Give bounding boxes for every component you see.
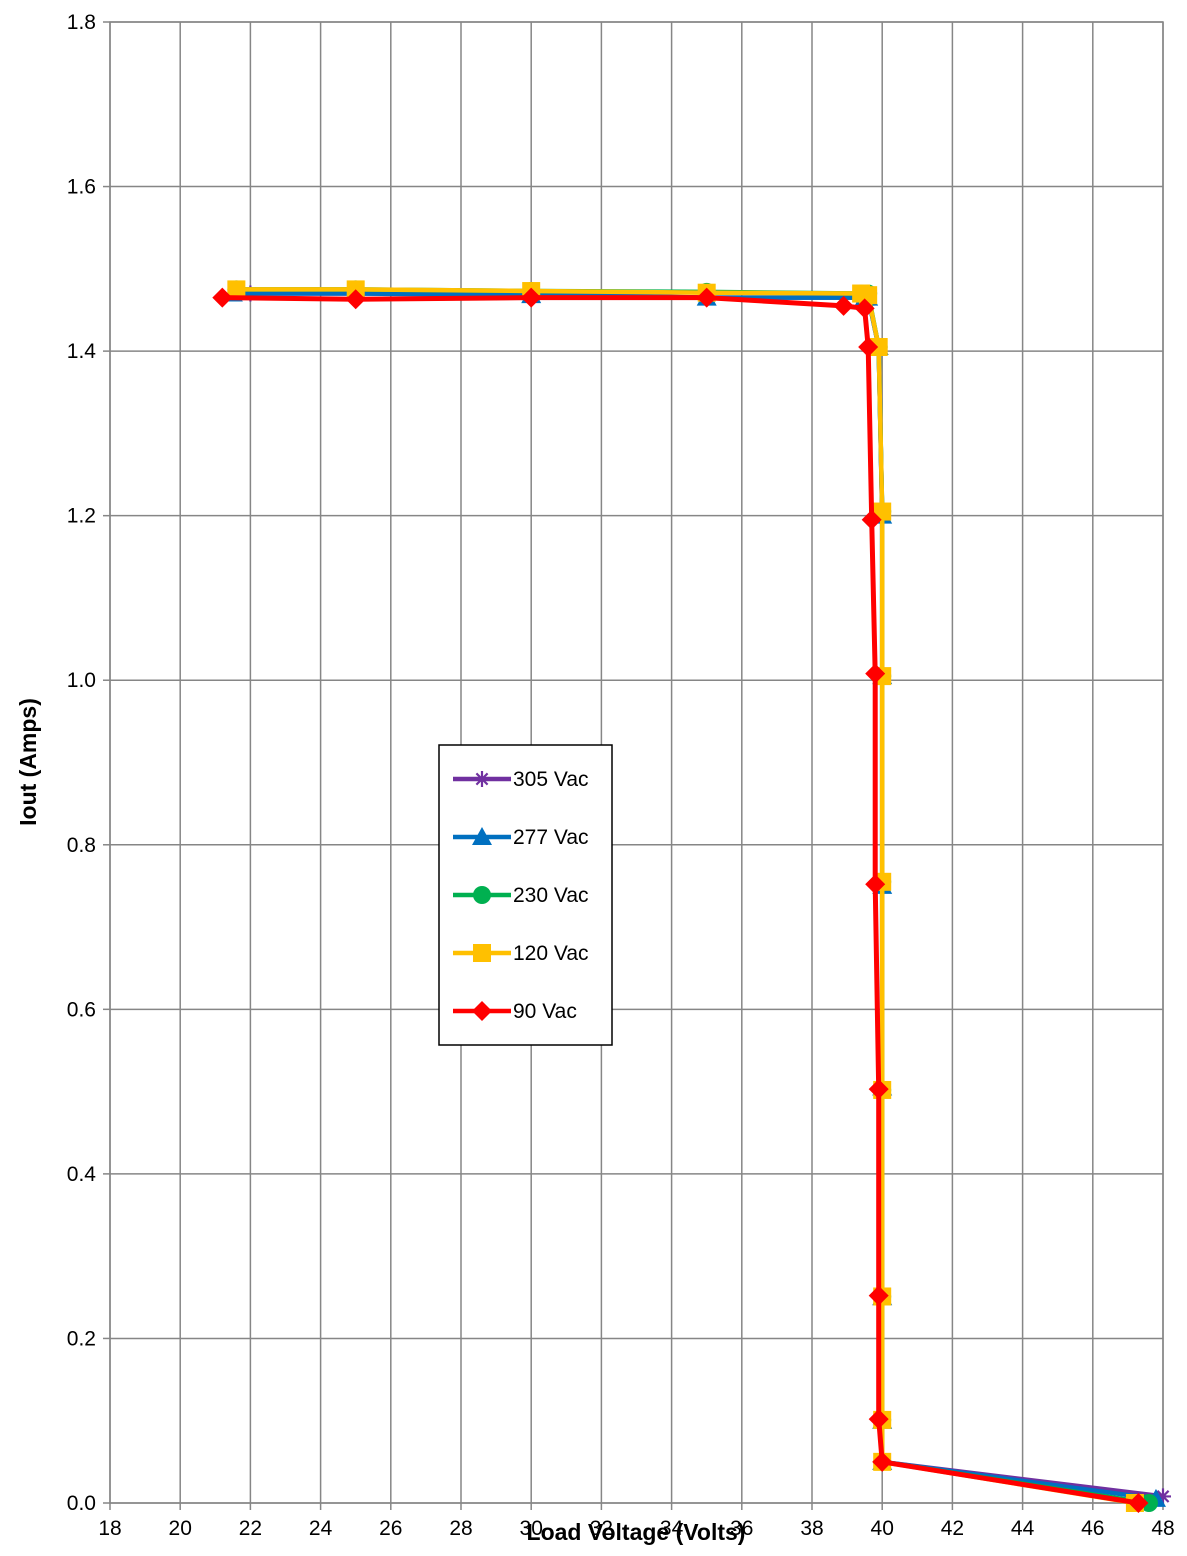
y-axis-title: Iout (Amps) [15, 698, 41, 826]
x-tick-label: 40 [871, 1517, 894, 1540]
data-point [868, 1285, 889, 1306]
legend-label: 305 Vac [513, 768, 589, 791]
y-tick-label: 1.8 [67, 11, 96, 34]
legend-item: 277 Vac [453, 826, 589, 849]
y-tick-label: 1.0 [67, 669, 96, 692]
legend-marker [472, 1001, 492, 1021]
x-tick-label: 44 [1011, 1517, 1035, 1540]
data-point [868, 1079, 889, 1100]
y-tick-label: 0.4 [67, 1163, 97, 1186]
data-point [872, 1451, 893, 1472]
data-point [1139, 1494, 1158, 1512]
x-tick-label: 34 [660, 1517, 684, 1540]
gridlines [109, 21, 1164, 1504]
x-tick-label: 42 [941, 1517, 964, 1540]
data-point [869, 337, 888, 356]
legend-label: 90 Vac [513, 1000, 577, 1023]
y-tick-label: 0.6 [67, 998, 96, 1021]
data-point [345, 289, 366, 310]
legend-marker [473, 886, 491, 904]
series-90-vac [212, 287, 1149, 1513]
x-tick-label: 28 [449, 1517, 472, 1540]
legend-item: 230 Vac [453, 884, 589, 907]
data-point [1128, 1493, 1149, 1513]
y-tick-label: 0.8 [67, 834, 96, 857]
x-tick-label: 46 [1081, 1517, 1104, 1540]
legend: 305 Vac 277 Vac 230 Vac 120 Vac 90 Vac [438, 744, 613, 1046]
y-tick-label: 0.2 [67, 1327, 96, 1350]
legend-marker [473, 944, 491, 962]
x-tick-label: 38 [800, 1517, 823, 1540]
legend-label: 230 Vac [513, 884, 589, 907]
data-point [212, 287, 233, 308]
x-tick-label: 26 [379, 1517, 402, 1540]
data-point [858, 336, 879, 357]
x-tick-label: 22 [239, 1517, 262, 1540]
legend-item: 90 Vac [453, 1000, 577, 1023]
x-tick-label: 32 [590, 1517, 613, 1540]
y-axis-ticks: 0.0 0.2 0.4 0.6 0.8 1.0 1.2 1.4 1.6 1.8 [67, 11, 110, 1515]
data-point [865, 874, 886, 895]
legend-item: 120 Vac [453, 942, 589, 965]
legend-marker [472, 827, 492, 845]
data-point [227, 280, 246, 299]
data-point [861, 509, 882, 530]
legend-marker [474, 771, 490, 787]
x-tick-label: 48 [1151, 1517, 1174, 1540]
x-tick-label: 36 [730, 1517, 753, 1540]
x-tick-label: 24 [309, 1517, 333, 1540]
data-point [521, 287, 542, 308]
data-point [696, 287, 717, 308]
x-tick-label: 18 [98, 1517, 121, 1540]
data-point [833, 295, 854, 316]
x-tick-label: 20 [169, 1517, 192, 1540]
y-tick-label: 1.4 [67, 340, 97, 363]
x-tick-label: 30 [520, 1517, 543, 1540]
y-tick-label: 0.0 [67, 1492, 96, 1515]
data-point [1155, 1488, 1171, 1505]
legend-label: 277 Vac [513, 826, 589, 849]
data-point [854, 298, 875, 319]
y-tick-label: 1.2 [67, 505, 96, 528]
data-point [868, 1409, 889, 1430]
plot-area-border [109, 21, 1164, 1504]
legend-item: 305 Vac [453, 768, 589, 791]
x-axis-title: Load Voltage (Volts) [527, 1519, 746, 1545]
y-tick-label: 1.6 [67, 176, 96, 199]
x-axis-ticks: 18 20 22 24 26 28 30 32 34 36 38 40 42 44 46 48 [98, 1503, 1175, 1540]
data-point [865, 663, 886, 684]
legend-label: 120 Vac [513, 942, 589, 965]
series-group [212, 280, 1171, 1513]
